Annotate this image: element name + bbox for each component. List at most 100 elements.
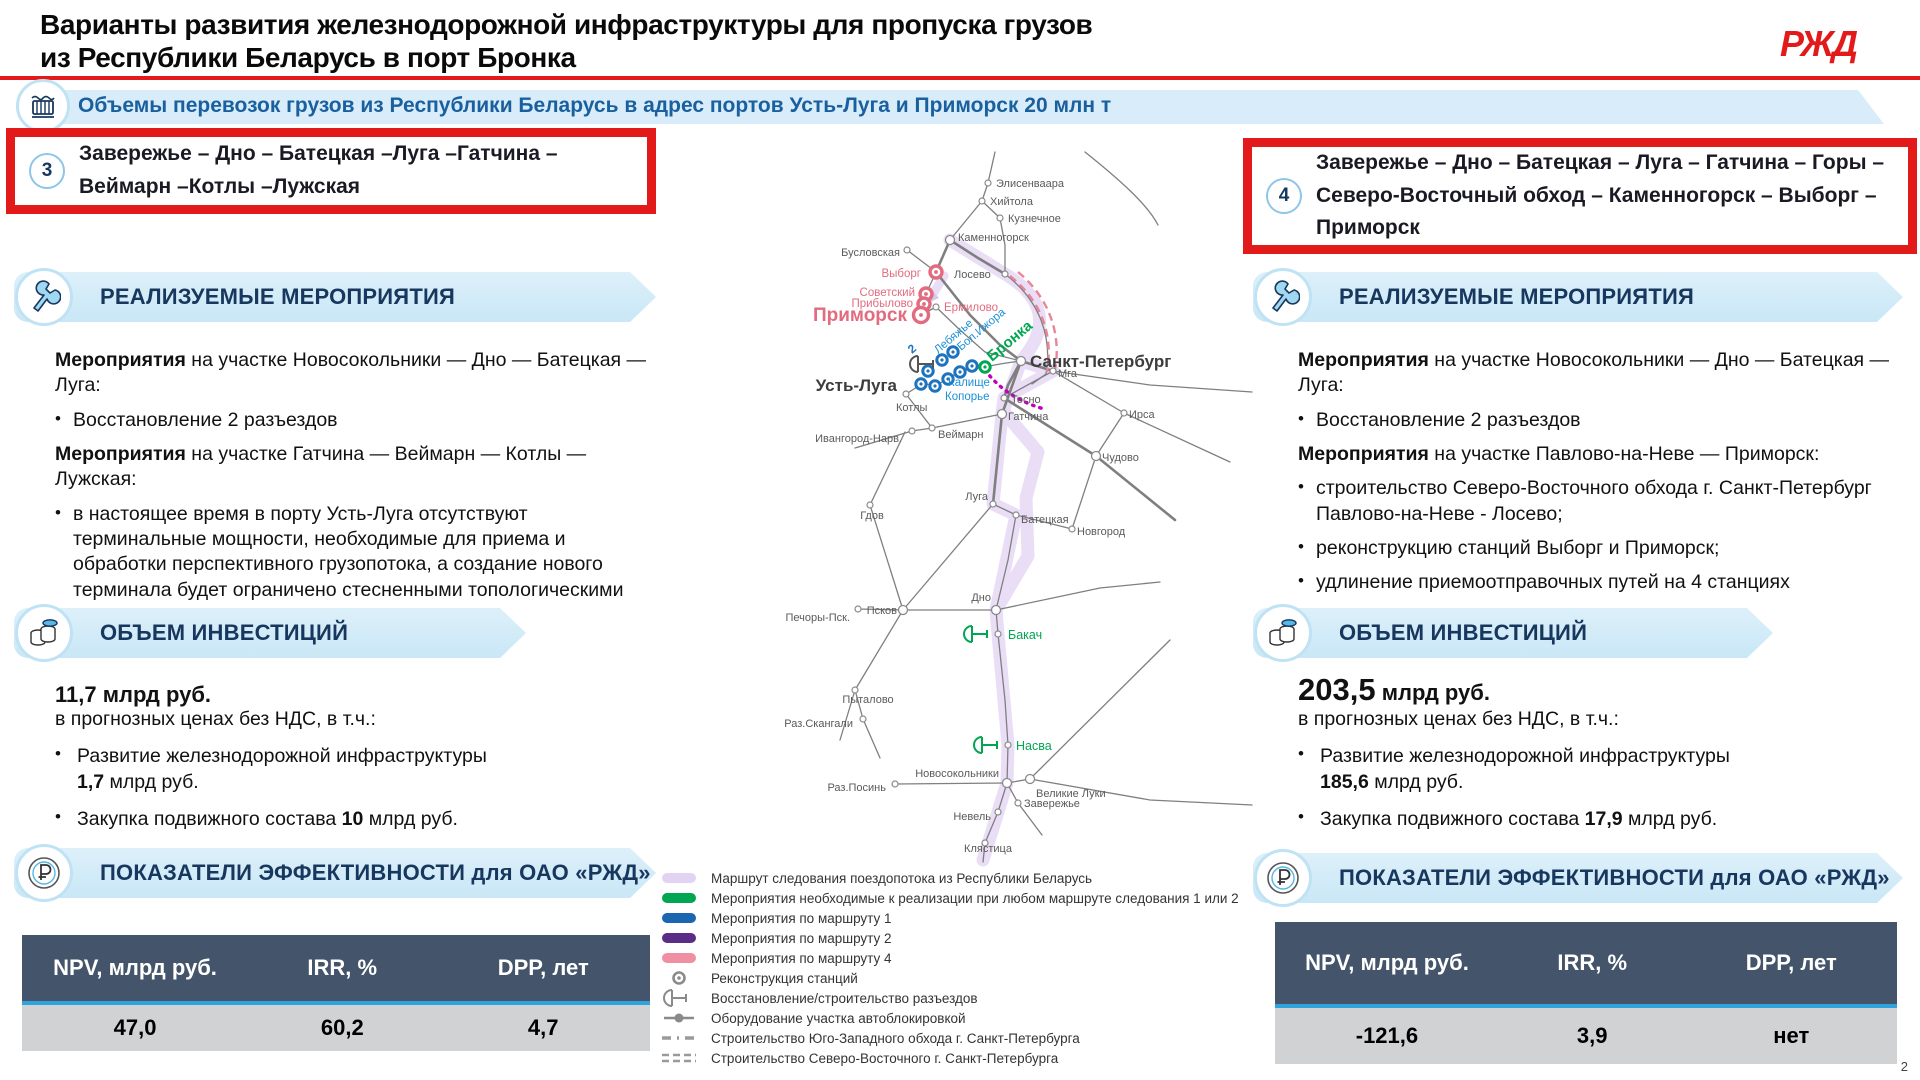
station-dot [1120,409,1128,417]
left-kpi-title: ПОКАЗАТЕЛИ ЭФФЕКТИВНОСТИ для ОАО «РЖД» [100,860,651,885]
station-junction [1024,773,1036,785]
measure-bullet: • удлинение приемоотправочных путей на 4 … [1298,571,1790,594]
legend-label: Восстановление/строительство разъездов [711,991,978,1006]
left-invest-block: 11,7 млрд руб. в прогнозных ценах без НДС… [55,682,655,842]
kpi-header-cell: NPV, млрд руб. [53,955,217,980]
legend-item: Оборудование участка автоблокировкой [662,1010,1248,1029]
legend-dash1-icon [662,1030,702,1046]
kpi-header-cell: DPP, лет [497,955,589,980]
option-4-box: 4 Завережье – Дно – Батецкая – Луга – Га… [1243,138,1917,254]
station-dot [989,500,997,508]
wrench-icon-glyph [33,280,61,312]
station-label: Гдов [860,510,884,522]
kpi-value-cell: 47,0 [113,1015,157,1040]
station-dot [1014,799,1022,807]
station-dot [928,424,936,432]
station-label: Мга [1058,368,1078,380]
station-dot [996,214,1004,222]
station-label: Пыталово [842,694,893,706]
invest-item: • Развитие железнодорожной инфраструктуры… [55,744,487,794]
ruble-icon [1254,849,1312,907]
station-label: Котлы [896,402,927,414]
legend-donut-icon [662,970,702,986]
station-dot [1012,511,1020,519]
option-3-number: 3 [29,153,65,189]
left-invest-header: ОБЪЕМ ИНВЕСТИЦИЙ [14,608,526,658]
right-measures-list: Мероприятия на участке Новосокольники — … [1298,348,1908,605]
station-dot [1004,741,1012,749]
station-dot [978,197,986,205]
station-label: Завережье [1024,798,1080,810]
legend-siding-icon [662,989,702,1007]
legend-label: Мероприятия по маршруту 2 [711,931,892,946]
station-label: Тосно [1011,394,1041,406]
legend-band-icon [662,910,702,926]
option-4-route: Завережье – Дно – Батецкая – Луга – Гатч… [1316,151,1885,240]
station-label: Бусловская [841,247,900,259]
left-invest-title: ОБЪЕМ ИНВЕСТИЦИЙ [100,620,349,645]
coins-icon-glyph [30,619,58,646]
station-label: Печоры-Пск. [786,612,850,624]
station-dot [908,427,916,435]
coins-icon-glyph [1269,619,1297,646]
measure-bullet: • Восстановление 2 разъездов [55,408,338,431]
invest-amount: 203,5 млрд руб. [1298,672,1490,707]
wrench-icon [15,268,73,326]
station-dot [984,179,992,187]
kpi-value-cell: 3,9 [1576,1023,1608,1048]
station-label: Кузнечное [1008,213,1061,225]
left-kpi-header: ПОКАЗАТЕЛИ ЭФФЕКТИВНОСТИ для ОАО «РЖД» [14,848,656,898]
legend-label: Мероприятия по маршруту 4 [711,951,892,966]
station-dot [859,715,867,723]
kpi-header-cell: IRR, % [1557,950,1628,975]
legend-band-icon [662,890,702,906]
station-label: Ивангород-Нарв. [815,433,902,445]
train-icon-glyph [31,95,55,118]
station-label: Раз.Посинь [827,782,886,794]
station-junction [996,408,1008,420]
legend-autoblock-icon [662,1010,702,1026]
station-dot [1049,367,1057,375]
legend-label: Строительство Северо-Восточного г. Санкт… [711,1051,1059,1066]
station-label: Приморск [813,305,908,326]
left-measures-header: РЕАЛИЗУЕМЫЕ МЕРОПРИЯТИЯ [14,272,656,322]
legend-label: Оборудование участка автоблокировкой [711,1011,966,1026]
rzd-logo-text: РЖД [1780,23,1858,64]
right-kpi-header: ПОКАЗАТЕЛИ ЭФФЕКТИВНОСТИ для ОАО «РЖД» [1253,853,1903,903]
measure-line: Мероприятия на участке Новосокольники — … [1298,349,1890,397]
station-dot [851,686,859,694]
station-label: Калище [948,377,990,389]
legend-item: Мероприятия необходимые к реализации при… [662,890,1248,909]
right-measures-title: РЕАЛИЗУЕМЫЕ МЕРОПРИЯТИЯ [1339,284,1694,309]
measure-bullet: • строительство Северо-Восточного обхода … [1298,477,1872,525]
siding-count-label: 2 [905,341,919,356]
station-label: Бакач [1008,628,1042,642]
kpi-value-cell: нет [1773,1023,1810,1048]
measure-line: Мероприятия на участке Гатчина — Веймарн… [55,443,587,491]
station-label: Хийтола [990,196,1034,208]
belarus-route-band [928,233,1060,867]
station-label: Советский [860,287,915,299]
kpi-header-cell: IRR, % [307,955,378,980]
station-dot [994,808,1002,816]
invest-note: в прогнозных ценах без НДС, в т.ч.: [1298,708,1619,730]
station-label: Луга [965,491,989,503]
siding-icon [963,625,988,643]
right-kpi-table: NPV, млрд руб. IRR, % DPP, лет -121,6 3,9 нет [1275,922,1897,1064]
train-icon [16,79,70,133]
station-label: Каменногорск [958,232,1029,244]
siding-icon [973,736,998,754]
right-invest-header: ОБЪЕМ ИНВЕСТИЦИЙ [1253,608,1773,658]
right-measures-header: РЕАЛИЗУЕМЫЕ МЕРОПРИЯТИЯ [1253,272,1903,322]
wrench-icon [1254,268,1312,326]
station-label: Великие Луки [1036,788,1106,800]
page-number: 2 [1900,1059,1908,1074]
construction-lines [983,271,1058,411]
station-label: Выборг [881,268,921,280]
station-dot [932,303,940,311]
measure-line: Мероприятия на участке Новосокольники — … [55,349,647,397]
right-kpi-title: ПОКАЗАТЕЛИ ЭФФЕКТИВНОСТИ для ОАО «РЖД» [1339,865,1890,890]
station-label: Дно [971,592,991,604]
title-line-2: из Республики Беларусь в порт Бронка [40,42,576,74]
